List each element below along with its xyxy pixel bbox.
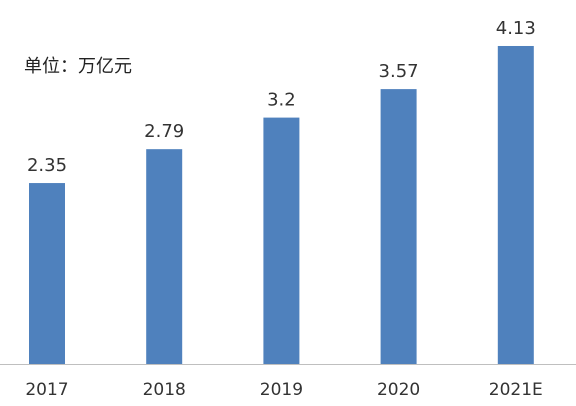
x-tick-label-2017: 2017	[25, 380, 68, 400]
value-label-2019: 3.2	[267, 90, 296, 111]
x-tick-label-2021E: 2021E	[489, 380, 543, 400]
bar-2021E	[497, 45, 534, 365]
bar-2019	[263, 117, 300, 364]
value-label-2017: 2.35	[27, 155, 67, 176]
x-tick-label-2018: 2018	[143, 380, 186, 400]
bar-2018	[146, 149, 183, 364]
x-tick-label-2020: 2020	[377, 380, 420, 400]
value-label-2020: 3.57	[379, 61, 419, 82]
value-label-2021E: 4.13	[496, 18, 536, 39]
bar-2017	[29, 183, 65, 364]
value-label-2018: 2.79	[144, 121, 184, 142]
unit-label: 单位：万亿元	[24, 56, 132, 77]
x-tick-label-2019: 2019	[260, 380, 303, 400]
bar-2020	[380, 89, 417, 365]
